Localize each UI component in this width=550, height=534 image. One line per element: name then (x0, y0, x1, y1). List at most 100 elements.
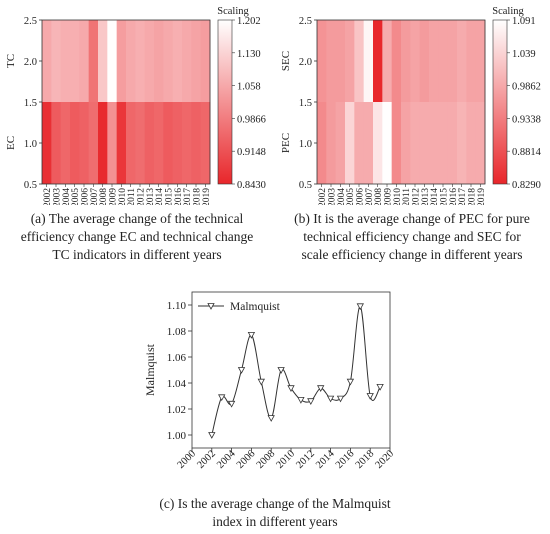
heatmap-cell (172, 20, 183, 102)
heatmap-cell (438, 102, 449, 184)
heatmap-cell (345, 20, 355, 102)
y-tick-label: 2.5 (24, 16, 37, 27)
data-point-marker (356, 303, 364, 311)
colorbar-tick-label: 1.202 (237, 16, 261, 27)
x-tick-label: 2016 (334, 448, 357, 471)
x-tick-label: 2017 (458, 188, 468, 205)
colorbar-tick-label: 1.058 (237, 82, 261, 93)
y-tick-label: 1.10 (167, 300, 187, 312)
y-tick-label: 1.00 (167, 430, 187, 442)
heatmap-cell (126, 20, 136, 102)
heatmap-cell (317, 20, 327, 102)
x-tick-label: 2013 (421, 188, 431, 205)
x-tick-label: 2004 (337, 188, 347, 205)
row-label: PEC (280, 133, 292, 153)
heatmap-cell (391, 102, 402, 184)
y-tick-label: 2.5 (299, 16, 312, 27)
heatmap-cell (345, 102, 355, 184)
heatmap-cell (335, 20, 346, 102)
heatmap-cell (317, 102, 327, 184)
caption-a-line: TC indicators in different years (52, 247, 222, 262)
colorbar-tick-label: 0.9338 (512, 114, 541, 125)
heatmap-cell (126, 102, 136, 184)
data-point-marker (307, 398, 315, 406)
heatmap-cell (410, 20, 421, 102)
x-tick-label: 2012 (412, 188, 422, 205)
x-tick-label: 2006 (235, 448, 258, 471)
x-tick-label: 2014 (430, 188, 440, 205)
y-tick-label: 1.0 (299, 139, 312, 150)
data-point-marker (257, 378, 265, 386)
heatmap-cell (135, 102, 146, 184)
colorbar-tick-label: 0.8430 (237, 180, 266, 191)
series-line-malmquist (211, 305, 381, 436)
heatmap-cell (60, 20, 71, 102)
colorbar-tick-label: 1.091 (512, 16, 536, 27)
heatmap-cell (107, 102, 118, 184)
heatmap-cell (391, 20, 402, 102)
heatmap-cell (457, 20, 467, 102)
caption-b-line: technical efficiency change and SEC for (303, 229, 521, 244)
heatmap-cell (60, 102, 71, 184)
data-point-marker (218, 394, 226, 402)
heatmap-cell (116, 20, 127, 102)
y-tick-label: 1.02 (167, 404, 186, 416)
heatmap-cell (401, 20, 411, 102)
heatmap-cell (326, 20, 337, 102)
x-tick-label: 2004 (62, 188, 72, 205)
x-tick-label: 2016 (449, 188, 459, 205)
heatmap-cell (419, 20, 430, 102)
heatmap-cell (363, 102, 374, 184)
x-tick-label: 2013 (146, 188, 156, 205)
x-tick-label: 2011 (127, 188, 137, 205)
x-tick-label: 2018 (193, 188, 203, 205)
row-label: TC (5, 54, 17, 68)
y-tick-label: 2.0 (24, 57, 37, 68)
data-point-marker (346, 378, 355, 386)
colorbar (217, 19, 233, 185)
x-tick-label: 2020 (373, 448, 396, 471)
colorbar-title: Scaling (492, 6, 524, 17)
heatmap-cell (354, 102, 365, 184)
heatmap-cell (335, 102, 346, 184)
data-point-marker (376, 384, 384, 391)
x-tick-label: 2006 (356, 188, 366, 205)
y-tick-label: 1.08 (167, 326, 187, 338)
heatmap-cell (98, 102, 108, 184)
x-tick-label: 2007 (90, 188, 100, 205)
x-tick-label: 2016 (174, 188, 184, 205)
y-tick-label: 0.5 (299, 180, 312, 191)
heatmap-cell (116, 102, 127, 184)
data-point-marker (247, 332, 256, 339)
x-tick-label: 2009 (384, 188, 394, 205)
data-point-marker (336, 395, 345, 403)
heatmap-cell (410, 102, 421, 184)
heatmap-cell (135, 20, 146, 102)
data-point-marker (267, 415, 275, 422)
heatmap-cell (466, 20, 477, 102)
x-tick-label: 2010 (393, 188, 403, 205)
heatmap-cell (382, 102, 393, 184)
x-tick-label: 2003 (328, 188, 338, 205)
legend-label: Malmquist (230, 301, 281, 313)
heatmap-cell (144, 20, 155, 102)
heatmap-cell (70, 20, 80, 102)
heatmap-cell (88, 102, 99, 184)
heatmap-cell (163, 20, 174, 102)
x-tick-label: 2011 (402, 188, 412, 205)
x-tick-label: 2008 (374, 188, 384, 205)
colorbar-tick-label: 0.8290 (512, 180, 541, 191)
x-tick-label: 2015 (440, 188, 450, 205)
x-tick-label: 2003 (53, 188, 63, 205)
x-tick-label: 2017 (183, 188, 193, 205)
x-tick-label: 2014 (155, 188, 165, 205)
heatmap-cell (447, 102, 458, 184)
heatmap-cell (70, 102, 80, 184)
heatmap-cell (200, 20, 211, 102)
colorbar-tick-label: 1.130 (237, 49, 261, 60)
y-tick-label: 1.5 (299, 98, 312, 109)
caption-c-line: (c) Is the average change of the Malmqui… (159, 496, 391, 511)
heatmap-cell (154, 20, 164, 102)
caption-c: (c) Is the average change of the Malmqui… (120, 495, 430, 531)
x-tick-label: 2012 (294, 448, 317, 471)
